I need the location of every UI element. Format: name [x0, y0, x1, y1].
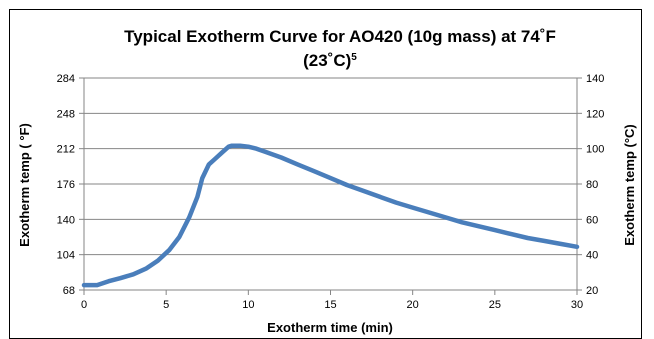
y-tick-label-left: 68: [63, 285, 75, 297]
y-tick-label-right: 20: [586, 285, 598, 297]
y-tick-label-right: 120: [586, 108, 604, 120]
y-axis-title-left: Exotherm temp ( °F): [17, 123, 32, 247]
x-tick-label: 10: [242, 299, 254, 311]
y-tick-label-right: 60: [586, 214, 598, 226]
y-tick-label-right: 40: [586, 250, 598, 262]
y-tick-labels-left: 68 104 140 176 212 248 284: [57, 73, 75, 297]
y-tick-label-left: 104: [57, 250, 75, 262]
x-tick-label: 5: [163, 299, 169, 311]
chart-title-line2-text: (23˚C): [303, 51, 351, 70]
x-axis-title: Exotherm time (min): [267, 320, 393, 335]
grid-lines: [84, 77, 577, 256]
y-tick-label-left: 248: [57, 108, 75, 120]
y-tick-label-left: 176: [57, 179, 75, 191]
y-tick-labels-right: 20 40 60 80 100 120 140: [586, 73, 604, 297]
y-tick-label-left: 284: [57, 73, 75, 85]
chart-title: Typical Exotherm Curve for AO420 (10g ma…: [124, 27, 556, 46]
y-tick-label-left: 140: [57, 214, 75, 226]
axes: [79, 77, 582, 295]
x-tick-label: 20: [407, 299, 419, 311]
y-tick-label-right: 100: [586, 144, 604, 156]
y-tick-label-right: 80: [586, 179, 598, 191]
x-tick-label: 30: [571, 299, 583, 311]
y-tick-label-left: 212: [57, 144, 75, 156]
chart-title-superscript: 5: [351, 52, 357, 63]
x-tick-label: 25: [489, 299, 501, 311]
x-tick-labels: 0 5 10 15 20 25 30: [81, 299, 583, 311]
chart-title-line2: (23˚C)5: [303, 51, 357, 70]
x-tick-label: 0: [81, 299, 87, 311]
x-tick-label: 15: [324, 299, 336, 311]
y-axis-title-right: Exotherm temp (°C): [622, 124, 637, 246]
y-tick-label-right: 140: [586, 73, 604, 85]
series-line: [81, 143, 580, 288]
